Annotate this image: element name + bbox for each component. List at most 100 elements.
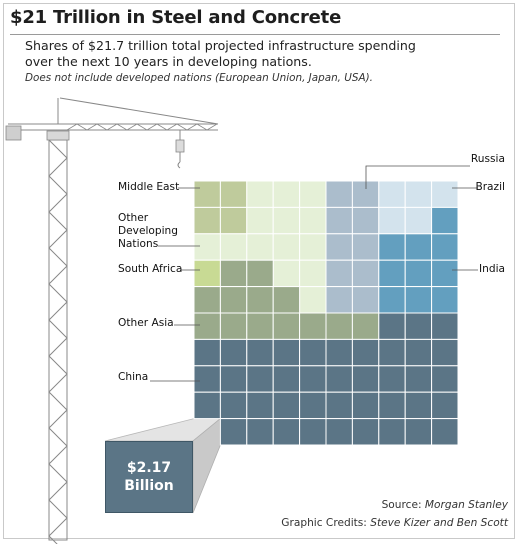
chart-frame — [3, 3, 515, 539]
waffle-cell-china — [431, 312, 459, 340]
waffle-cell-india — [378, 286, 406, 314]
crane-tie — [59, 97, 219, 125]
waffle-cell-china — [404, 338, 433, 367]
waffle-cell-other_asia — [351, 312, 380, 340]
waffle-cell-india — [431, 233, 459, 261]
waffle-cell-russia — [351, 259, 380, 288]
waffle-cell-china — [219, 391, 248, 420]
crane-illustration — [5, 97, 219, 544]
waffle-cell-china — [272, 365, 301, 393]
waffle-cell-other_developing — [299, 206, 327, 235]
waffle-cell-china — [378, 391, 406, 420]
waffle-cell-china — [404, 418, 433, 446]
waffle-cell-other_developing — [299, 259, 327, 288]
chart-note: Does not include developed nations (Euro… — [25, 72, 373, 84]
waffle-cell-south_africa — [193, 259, 221, 288]
credits-names: Steve Kizer and Ben Scott — [370, 517, 508, 529]
waffle-cell-other_asia — [219, 286, 248, 314]
waffle-cell-china — [378, 365, 406, 393]
waffle-cell-china — [325, 338, 353, 367]
waffle-cell-india — [378, 259, 406, 288]
waffle-cell-china — [219, 418, 248, 446]
waffle-cell-india — [404, 259, 433, 288]
waffle-cell-other_developing — [272, 259, 301, 288]
waffle-cell-china — [272, 418, 301, 446]
source-line: Source: Morgan Stanley — [382, 499, 508, 511]
waffle-cell-china — [246, 418, 274, 446]
waffle-cell-other_developing — [299, 286, 327, 314]
waffle-cell-china — [299, 418, 327, 446]
crane-mast-lattice — [48, 139, 68, 544]
waffle-cell-russia — [325, 233, 353, 261]
crane-hook-block — [175, 139, 185, 153]
waffle-cell-brazil — [378, 206, 406, 235]
label-middle_east: Middle East — [118, 181, 180, 193]
waffle-cell-brazil — [431, 180, 459, 208]
waffle-cell-china — [219, 365, 248, 393]
waffle-cell-china — [325, 391, 353, 420]
waffle-cell-china — [351, 338, 380, 367]
waffle-cell-other_developing — [272, 206, 301, 235]
waffle-cell-china — [351, 365, 380, 393]
waffle-cell-other_asia — [246, 286, 274, 314]
waffle-cell-russia — [351, 233, 380, 261]
waffle-cell-middle_east — [219, 180, 248, 208]
waffle-cell-russia — [325, 259, 353, 288]
chart-subtitle: Shares of $21.7 trillion total projected… — [25, 38, 416, 69]
waffle-cell-china — [272, 338, 301, 367]
waffle-cell-india — [431, 286, 459, 314]
waffle-cell-india — [431, 259, 459, 288]
waffle-cell-russia — [351, 286, 380, 314]
waffle-cell-brazil — [378, 180, 406, 208]
chart-title: $21 Trillion in Steel and Concrete — [10, 7, 342, 28]
label-china: China — [118, 371, 149, 383]
waffle-cell-russia — [351, 206, 380, 235]
waffle-cell-middle_east — [193, 180, 221, 208]
waffle-cell-brazil — [404, 180, 433, 208]
waffle-cell-middle_east — [193, 206, 221, 235]
label-south_africa: South Africa — [118, 263, 183, 275]
label-leader-lines — [150, 165, 478, 382]
title-rule — [10, 34, 500, 35]
waffle-cell-other_asia — [193, 286, 221, 314]
waffle-cell-china — [431, 391, 459, 420]
waffle-cell-russia — [325, 206, 353, 235]
waffle-cell-china — [378, 418, 406, 446]
crane-counterweight — [5, 125, 22, 141]
waffle-cell-other_developing — [272, 233, 301, 261]
callout-value: $2.17 — [126, 460, 172, 476]
waffle-cell-other_asia — [299, 312, 327, 340]
waffle-cell-china — [404, 365, 433, 393]
waffle-cell-china — [246, 338, 274, 367]
waffle-cell-other_developing — [219, 233, 248, 261]
waffle-cell-china — [351, 418, 380, 446]
waffle-cell-india — [431, 206, 459, 235]
waffle-cell-other_asia — [325, 312, 353, 340]
source-name: Morgan Stanley — [424, 499, 508, 511]
waffle-cell-other_developing — [272, 180, 301, 208]
waffle-cell-china — [351, 391, 380, 420]
waffle-cell-china — [431, 365, 459, 393]
waffle-cell-other_developing — [246, 233, 274, 261]
waffle-cell-china — [325, 418, 353, 446]
waffle-cell-china — [431, 418, 459, 446]
waffle-cell-other_asia — [193, 312, 221, 340]
leader-russia — [365, 165, 470, 189]
crane-jib-lattice — [66, 123, 218, 131]
waffle-cell-other_developing — [299, 233, 327, 261]
waffle-cell-russia — [351, 180, 380, 208]
waffle-grid — [193, 180, 459, 446]
waffle-cell-other_developing — [299, 180, 327, 208]
unit-callout: $2.17 Billion — [105, 441, 193, 513]
waffle-cell-china — [246, 365, 274, 393]
waffle-cell-other_asia — [219, 312, 248, 340]
waffle-cell-china — [299, 338, 327, 367]
waffle-cell-other_asia — [272, 312, 301, 340]
label-other_asia: Other Asia — [118, 317, 174, 329]
waffle-cell-other_developing — [246, 180, 274, 208]
waffle-cell-other_asia — [246, 259, 274, 288]
waffle-cell-china — [431, 338, 459, 367]
waffle-cell-china — [193, 365, 221, 393]
waffle-cell-china — [272, 391, 301, 420]
